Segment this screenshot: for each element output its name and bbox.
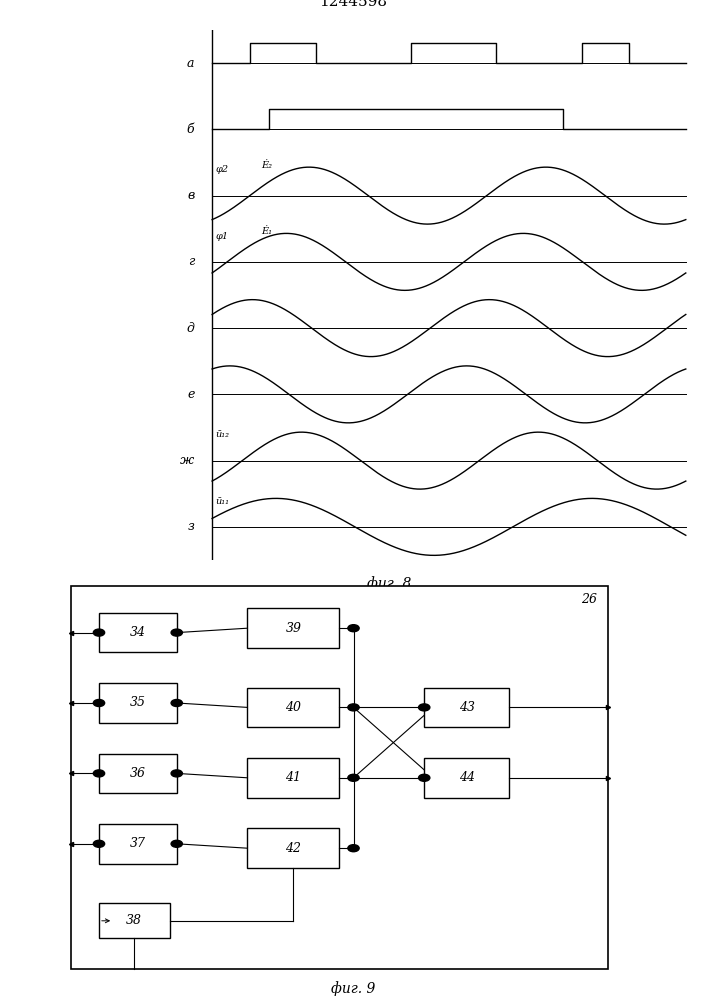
Text: ж: ж xyxy=(180,454,194,467)
Circle shape xyxy=(171,840,182,847)
Text: φ2: φ2 xyxy=(216,165,229,174)
Text: а: а xyxy=(187,57,194,70)
Text: 1244598: 1244598 xyxy=(320,0,387,9)
Text: г: г xyxy=(188,255,194,268)
Text: фиг. 9: фиг. 9 xyxy=(332,981,375,996)
Text: д: д xyxy=(187,322,194,335)
Bar xyxy=(247,828,339,868)
Circle shape xyxy=(348,774,359,781)
Circle shape xyxy=(171,699,182,707)
Circle shape xyxy=(419,774,430,781)
Circle shape xyxy=(348,625,359,632)
Circle shape xyxy=(348,704,359,711)
Bar xyxy=(424,758,509,798)
Bar xyxy=(99,824,177,864)
Bar xyxy=(247,688,339,727)
Text: 41: 41 xyxy=(286,771,301,784)
Circle shape xyxy=(93,840,105,847)
Bar xyxy=(99,683,177,723)
Circle shape xyxy=(93,770,105,777)
Circle shape xyxy=(93,629,105,636)
Bar xyxy=(99,903,170,938)
Text: ū₁₂: ū₁₂ xyxy=(216,430,230,439)
Text: 43: 43 xyxy=(459,701,474,714)
Circle shape xyxy=(171,770,182,777)
Bar xyxy=(247,608,339,648)
Text: Ė₁: Ė₁ xyxy=(262,227,273,236)
Text: в: в xyxy=(187,189,194,202)
Text: 42: 42 xyxy=(286,842,301,855)
Bar xyxy=(424,688,509,727)
Bar xyxy=(71,586,608,969)
Circle shape xyxy=(419,704,430,711)
Text: з: з xyxy=(187,520,194,533)
Text: фиг. 8: фиг. 8 xyxy=(367,576,411,591)
Text: 44: 44 xyxy=(459,771,474,784)
Circle shape xyxy=(348,845,359,852)
Circle shape xyxy=(171,629,182,636)
Bar xyxy=(99,613,177,652)
Text: 26: 26 xyxy=(581,593,597,606)
Text: 36: 36 xyxy=(130,767,146,780)
Text: 39: 39 xyxy=(286,622,301,635)
Bar xyxy=(247,758,339,798)
Text: ū₁₁: ū₁₁ xyxy=(216,497,230,506)
Text: φ1: φ1 xyxy=(216,232,229,241)
Text: 34: 34 xyxy=(130,626,146,639)
Circle shape xyxy=(93,699,105,707)
Text: 40: 40 xyxy=(286,701,301,714)
Text: б: б xyxy=(187,123,194,136)
Text: Ė₂: Ė₂ xyxy=(262,161,273,170)
Text: 37: 37 xyxy=(130,837,146,850)
Text: е: е xyxy=(187,388,194,401)
Bar xyxy=(99,754,177,793)
Text: 38: 38 xyxy=(127,914,142,927)
Text: 35: 35 xyxy=(130,696,146,710)
